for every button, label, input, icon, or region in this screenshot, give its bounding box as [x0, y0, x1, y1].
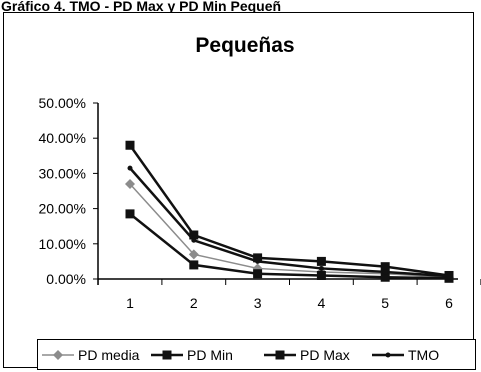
- data-point: [125, 178, 135, 189]
- series-line: [129, 183, 450, 278]
- plot-area: [125, 140, 454, 283]
- legend-label: PD media: [78, 347, 140, 363]
- chart-frame: [3, 12, 474, 368]
- data-point: [318, 265, 324, 271]
- legend-marker: [275, 350, 285, 360]
- chart-title: Pequeñas: [195, 34, 294, 57]
- series-line: [129, 167, 450, 278]
- y-tick-label: 10.00%: [39, 236, 86, 252]
- y-tick-label: 30.00%: [39, 165, 86, 181]
- data-point: [127, 165, 133, 171]
- x-tick-label: 5: [381, 295, 389, 311]
- y-tick-label: 50.00%: [39, 95, 86, 111]
- x-tick-label: 2: [190, 295, 198, 311]
- legend-label: PD Min: [187, 347, 233, 363]
- x-tick-label: 4: [318, 295, 326, 311]
- data-point: [253, 253, 263, 263]
- data-point: [189, 230, 199, 240]
- x-tick-label: 1: [126, 295, 134, 311]
- data-point: [188, 249, 199, 260]
- y-tick-label: 40.00%: [39, 130, 86, 146]
- data-point: [446, 273, 452, 279]
- y-axis-ticks: 50.00% 40.00% 30.00% 20.00% 10.00% 0.00%: [39, 95, 98, 287]
- legend-item: TMO: [372, 347, 439, 363]
- legend-label: TMO: [408, 347, 439, 363]
- y-tick-label: 20.00%: [39, 201, 86, 217]
- x-tick-label: 6: [445, 295, 453, 311]
- data-point: [380, 262, 390, 272]
- data-point: [125, 209, 135, 219]
- header-fragment: Gráfico 4. TMO - PD Max y PD Min Pequeñ: [1, 0, 281, 14]
- series-line: [129, 212, 450, 280]
- legend: PD media PD Min PD Max TMO: [42, 347, 439, 363]
- legend-item: PD Max: [264, 347, 350, 363]
- legend-marker: [162, 350, 172, 360]
- y-tick-label: 0.00%: [46, 271, 86, 287]
- x-tick-label: 3: [254, 295, 262, 311]
- data-point: [191, 237, 197, 243]
- data-point: [380, 272, 390, 282]
- legend-marker: [53, 350, 63, 360]
- series-line: [128, 144, 450, 277]
- data-point: [255, 258, 261, 264]
- data-point: [253, 269, 263, 279]
- legend-label: PD Max: [300, 347, 350, 363]
- legend-marker: [385, 352, 391, 358]
- legend-item: PD Min: [151, 347, 233, 363]
- legend-item: PD media: [42, 347, 140, 363]
- data-point: [316, 270, 326, 280]
- series-tmo: [127, 165, 452, 279]
- data-point: [125, 140, 135, 150]
- data-point: [189, 260, 199, 270]
- data-point: [316, 256, 326, 266]
- data-point: [382, 269, 388, 275]
